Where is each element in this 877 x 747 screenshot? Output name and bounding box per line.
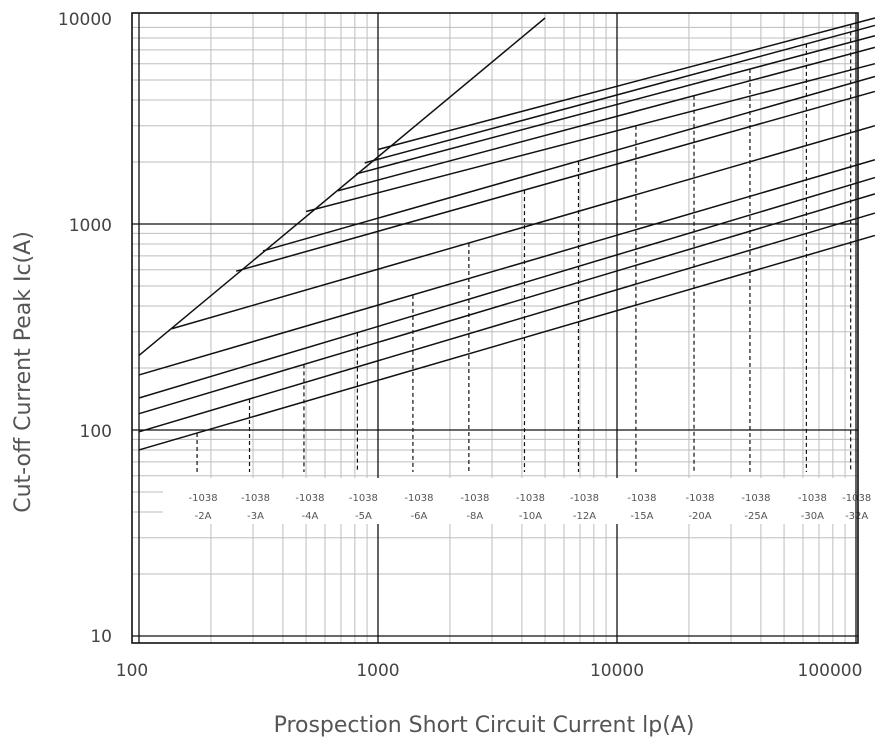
curve-labels: -1038 -2A -1038 -3A -1038 -4A -1038 -5A -1038 -6A… [189,493,872,522]
curve-label-family: -1038 [570,493,599,504]
curve-label: -1038 -15A [627,493,656,522]
label-background [163,478,855,524]
curve-label: -1038 -25A [741,493,770,522]
curve-label: -1038 -10A [516,493,545,522]
x-tick-100000: 100000 [798,661,863,681]
curve-label: -1038 -5A [349,493,378,522]
series-line [305,62,876,213]
series-line [364,24,876,164]
curve-label: -1038 -2A [189,493,218,522]
major-grid [132,13,858,643]
x-tick-10000: 10000 [590,661,644,681]
curve-label-rating: -20A [688,511,711,522]
curve-label-family: -1038 [685,493,714,504]
curve-label-family: -1038 [627,493,656,504]
curve-label-family: -1038 [741,493,770,504]
y-axis-title: Cut-off Current Peak Ic(A) [11,231,36,513]
curve-label: -1038 -4A [295,493,324,522]
curve-label: -1038 -20A [685,493,714,522]
curve-label: -1038 -8A [460,493,489,522]
series-line [138,193,876,415]
curve-label-rating: -15A [630,511,653,522]
curve-label-rating: -6A [411,511,428,522]
curve-label-family: -1038 [842,493,871,504]
curve-label-family: -1038 [516,493,545,504]
curve-label-rating: -5A [355,511,372,522]
x-tick-1000: 1000 [356,661,399,681]
series-line [138,212,876,433]
series-line [355,35,876,175]
curve-label-family: -1038 [241,493,270,504]
curve-label-rating: -32A [845,511,868,522]
plot-frame [131,12,859,644]
rated-current-markers [196,24,852,472]
curve-label-family: -1038 [349,493,378,504]
curve-label: -1038 -3A [241,493,270,522]
series-line [171,124,876,330]
series-line [235,90,876,272]
curve-label-rating: -3A [247,511,264,522]
curve-label-rating: -10A [519,511,542,522]
curves [138,17,876,451]
curve-label-rating: -30A [801,511,824,522]
series-line [337,46,876,192]
curve-label-rating: -2A [195,511,212,522]
curve-label-family: -1038 [798,493,827,504]
series-line [138,159,876,376]
x-axis-title: Prospection Short Circuit Current lp(A) [274,713,695,738]
y-tick-1000: 1000 [69,216,112,236]
curve-label-rating: -8A [466,511,483,522]
curve-label-rating: -4A [302,511,319,522]
curve-label-rating: -12A [573,511,596,522]
curve-label-family: -1038 [295,493,324,504]
curve-label: -1038 -30A [798,493,827,522]
label-band [163,478,855,524]
y-tick-10000: 10000 [58,10,112,30]
curve-label-rating: -25A [744,511,767,522]
curve-label-family: -1038 [189,493,218,504]
curve-label-family: -1038 [460,493,489,504]
curve-label-family: -1038 [404,493,433,504]
y-tick-100: 100 [80,422,112,442]
series-line [377,17,876,151]
series-line [138,234,876,451]
series-line [138,176,876,399]
series-line [262,75,876,252]
minor-grid [132,13,858,643]
y-tick-10: 10 [90,627,112,647]
curve-label: -1038 -12A [570,493,599,522]
x-tick-100: 100 [116,661,148,681]
curve-label: -1038 -32A [842,493,871,522]
reference-line [138,17,546,357]
curve-label: -1038 -6A [404,493,433,522]
